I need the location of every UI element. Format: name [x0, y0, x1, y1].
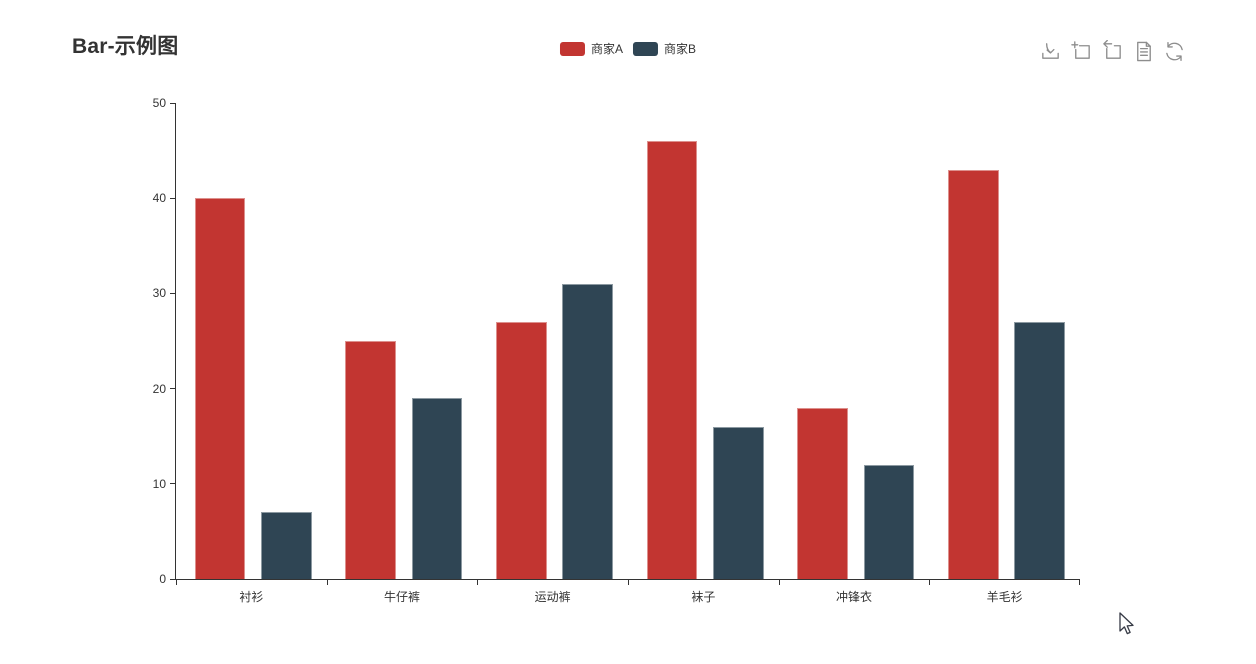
legend-label-1: 商家B [664, 42, 697, 56]
y-axis-label-40: 40 [152, 191, 166, 206]
category-group-5 [929, 103, 1080, 579]
restore-icon[interactable] [1163, 40, 1186, 63]
bar-s1-c4[interactable] [863, 464, 915, 579]
y-axis-tick-30 [170, 292, 175, 294]
y-axis-tick-0 [170, 578, 175, 580]
bar-s0-c2[interactable] [496, 321, 547, 579]
bar-s1-c2[interactable] [562, 283, 613, 579]
category-group-1 [327, 103, 478, 579]
y-axis-label-20: 20 [152, 381, 166, 396]
x-axis-tick-4 [778, 580, 780, 585]
y-axis-tick-40 [170, 197, 175, 199]
bar-s0-c1[interactable] [345, 341, 396, 579]
category-group-2 [477, 103, 628, 579]
bar-s0-c3[interactable] [646, 141, 698, 579]
bar-s0-c4[interactable] [797, 407, 848, 579]
toolbox [1039, 40, 1186, 63]
x-axis-label-2: 运动裤 [534, 590, 571, 604]
y-axis-label-10: 10 [152, 476, 166, 491]
bar-s0-c5[interactable] [948, 169, 999, 579]
x-axis-label-0: 衬衫 [239, 590, 264, 604]
x-axis-tick-0 [176, 580, 177, 585]
y-axis-tick-50 [170, 102, 175, 104]
x-axis-label-4: 冲锋衣 [835, 590, 872, 604]
x-axis-tick-5 [929, 580, 931, 585]
y-axis-tick-10 [170, 483, 175, 485]
legend-swatch-1 [633, 41, 658, 56]
data-zoom-icon[interactable] [1070, 40, 1093, 63]
x-axis-label-5: 羊毛衫 [986, 590, 1023, 604]
x-axis-tick-2 [477, 580, 479, 585]
legend-label-0: 商家A [590, 42, 623, 56]
y-axis-label-0: 0 [159, 572, 166, 586]
category-group-4 [779, 103, 930, 579]
bar-s0-c0[interactable] [194, 198, 246, 579]
chart-title: Bar-示例图 [72, 35, 179, 58]
y-axis-label-30: 30 [152, 286, 166, 301]
mouse-cursor [1119, 612, 1134, 635]
save-as-image-icon[interactable] [1039, 40, 1062, 63]
x-axis-label-3: 袜子 [691, 590, 716, 604]
data-view-icon[interactable] [1132, 40, 1155, 63]
x-axis-tick-3 [628, 580, 629, 585]
legend-swatch-0 [559, 41, 585, 56]
x-axis-tick-6 [1079, 580, 1080, 585]
legend: 商家A 商家B [559, 40, 696, 57]
bar-s1-c1[interactable] [411, 398, 463, 579]
x-axis-label-1: 牛仔裤 [383, 590, 420, 604]
zoom-reset-icon[interactable] [1101, 40, 1124, 63]
bar-s1-c5[interactable] [1014, 321, 1065, 579]
y-axis-tick-20 [170, 388, 175, 390]
category-group-3 [628, 103, 779, 579]
plot-area: 0 10 20 30 40 50 衬衫 牛仔裤 运动裤 袜子 冲锋衣 羊毛衫 [153, 96, 1080, 604]
bar-s1-c0[interactable] [261, 512, 312, 579]
x-axis-tick-1 [326, 580, 328, 585]
legend-item-1[interactable]: 商家B [633, 40, 696, 57]
bar-s1-c3[interactable] [713, 426, 764, 579]
legend-item-0[interactable]: 商家A [559, 40, 623, 57]
category-group-0 [176, 103, 327, 579]
y-axis-label-50: 50 [152, 96, 166, 110]
